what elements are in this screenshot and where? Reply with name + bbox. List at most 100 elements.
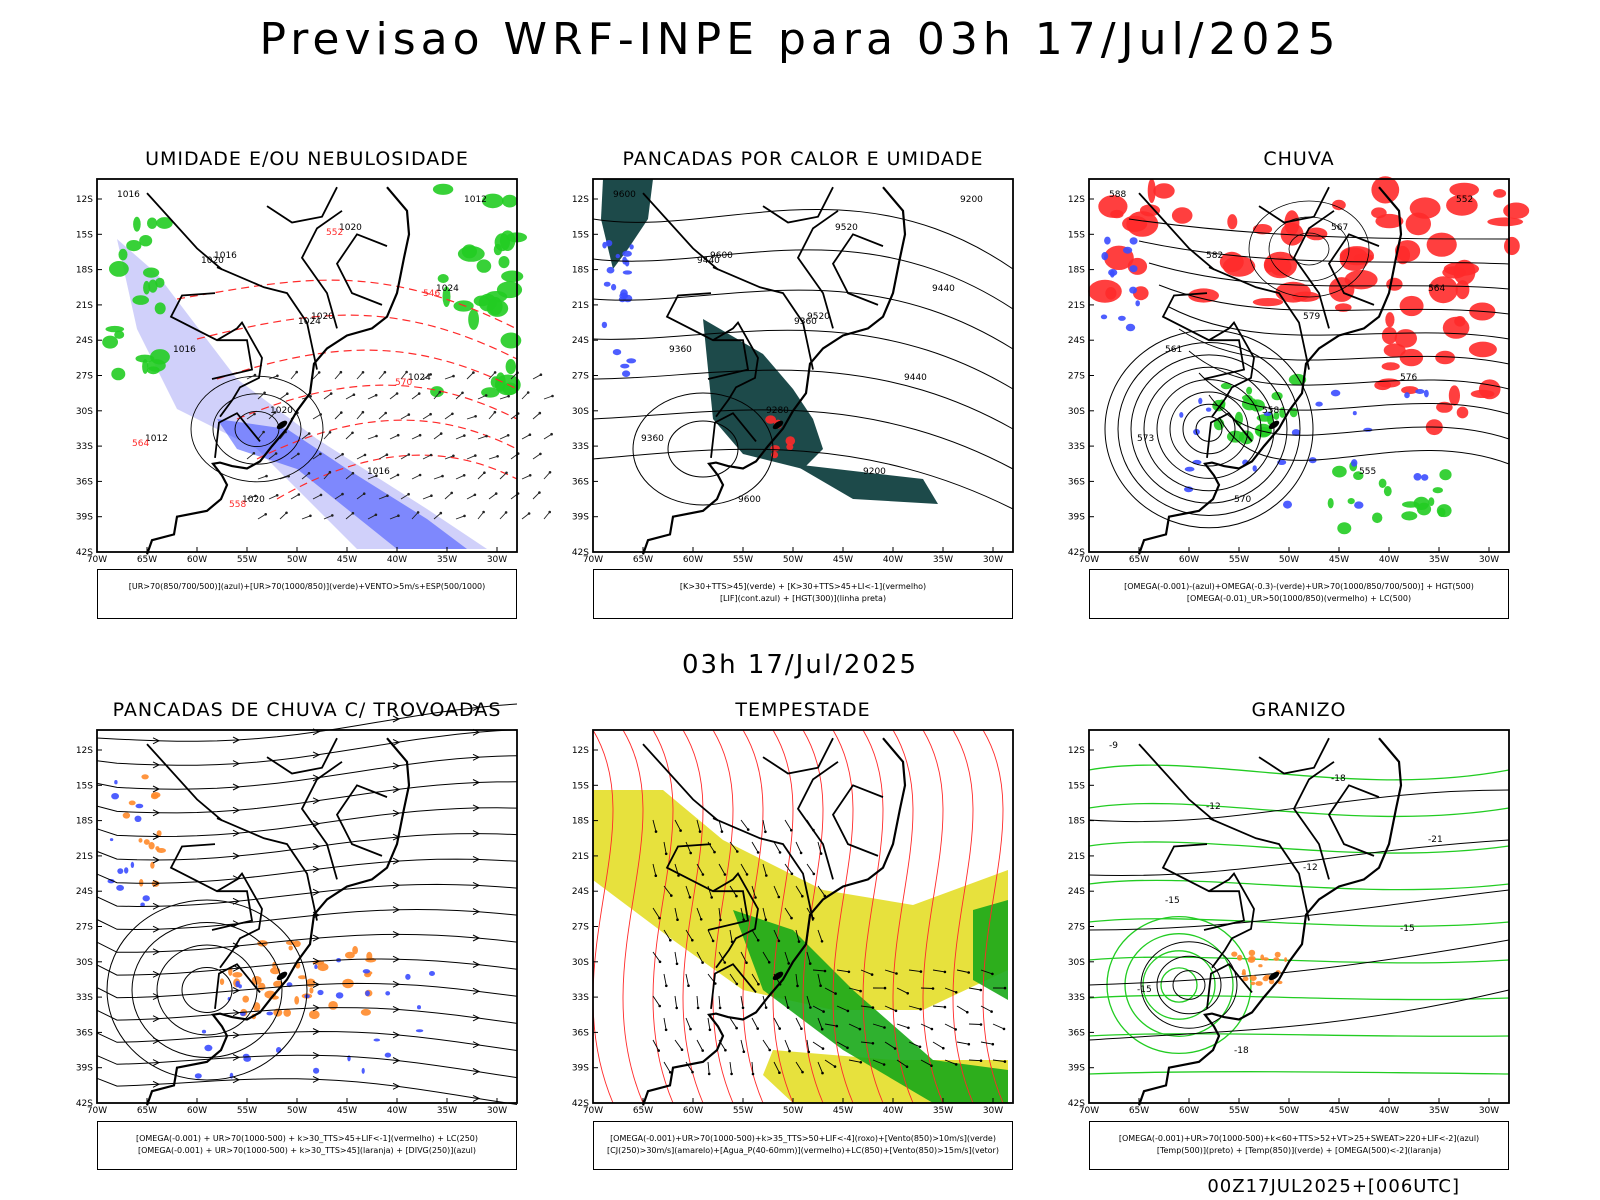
wind-vector-850: [908, 969, 921, 973]
contour-label: 576: [1400, 373, 1417, 383]
wind-vector-850-head: [809, 1006, 812, 1009]
wind-vector-head: [472, 371, 475, 374]
wind-vector-850-head: [701, 961, 704, 964]
omega500-area: [1262, 957, 1269, 961]
lagoon: [276, 420, 288, 430]
temp850-contour: [1142, 950, 1216, 1020]
divergence-area: [266, 1011, 273, 1016]
lon-tick-label: 30W: [983, 1106, 1003, 1116]
wind-vector: [400, 371, 407, 380]
pressure-contour: [190, 375, 324, 483]
low-level-humidity-patch: [500, 332, 522, 349]
divergence-area: [142, 895, 150, 902]
divergence-area: [362, 969, 371, 974]
lon-tick-label: 70W: [1079, 1106, 1099, 1116]
wind-vector: [378, 412, 387, 420]
hgt500-contour: [1156, 379, 1262, 479]
lif-contour-patch: [606, 266, 615, 274]
low-level-humidity-patch: [148, 279, 158, 293]
lat-tick-label: 27S: [76, 923, 93, 933]
hgt500-contour: [1148, 262, 1510, 290]
rain-area: [1371, 176, 1400, 204]
wind-vector-850-head: [742, 918, 745, 921]
wind-vector-850: [751, 973, 759, 985]
weak-omega-area: [1129, 286, 1137, 294]
rain-area: [1504, 236, 1520, 256]
streamline-250hpa: [96, 908, 518, 931]
map-frame: [1088, 729, 1510, 1104]
wind-vector-head: [482, 510, 485, 514]
wind-vector-850: [696, 951, 703, 963]
wind-vector: [290, 371, 298, 380]
wind-vector-850: [812, 1005, 824, 1012]
wind-vector: [400, 493, 409, 500]
wind-vector-850-head: [833, 1065, 837, 1068]
wind-vector: [477, 511, 484, 520]
country-border: [762, 186, 834, 224]
wind-vector-850-head: [764, 1006, 768, 1009]
wind-vector-850-head: [756, 1027, 759, 1030]
convection-area-orange: [232, 972, 243, 978]
lat-tick-label: 42S: [572, 548, 589, 558]
temp500-contour: [1140, 941, 1238, 1029]
contour-label: 1020: [201, 256, 224, 266]
lat-tick-label: 12S: [76, 195, 93, 205]
wind-vector-850: [795, 841, 802, 854]
wind-vector-850-head: [654, 874, 658, 877]
convection-area-orange: [138, 838, 143, 843]
streamline-250hpa: [131, 922, 283, 1058]
wind-vector-850-head: [819, 984, 822, 987]
divergence-area: [114, 780, 118, 785]
streamline-arrowhead: [472, 934, 481, 942]
hgt500-contour: [1188, 350, 1510, 390]
lon-tick-label: 45W: [1329, 555, 1349, 565]
strong-wind-850: [733, 910, 1008, 1103]
lat-tick-label: 30S: [1068, 958, 1085, 968]
convection-area-orange: [270, 967, 281, 975]
low-level-humidity-patch: [132, 295, 149, 305]
wind-vector-850: [751, 841, 759, 853]
lon-tick-label: 65W: [1129, 1106, 1149, 1116]
contour-label: 9200: [960, 195, 983, 205]
wind-vector-850: [872, 1023, 885, 1028]
wind-vector-850-head: [812, 872, 816, 876]
hgt300-contour: [667, 420, 739, 478]
wind-vector-head: [329, 392, 333, 395]
wind-vector: [543, 433, 552, 440]
hgt500-contour: [1288, 232, 1330, 266]
strong-omega-area: [1413, 496, 1430, 510]
rain-area: [1088, 279, 1122, 303]
wind-vector: [422, 495, 432, 500]
divergence-area: [204, 1044, 213, 1052]
wind-vector-head: [352, 393, 356, 396]
wind-vector: [389, 393, 398, 400]
omega500-area: [1274, 951, 1281, 958]
streamline-arrowhead: [392, 1005, 401, 1013]
wind-vector-head: [483, 471, 486, 475]
streamline-arrowhead: [472, 855, 481, 863]
contour-label: 9200: [863, 467, 886, 477]
strong-omega-area: [1401, 511, 1418, 521]
lif-contour-patch: [612, 349, 622, 356]
convection-area-orange: [150, 861, 155, 869]
wind-vector-850: [824, 987, 836, 994]
rain-area: [1435, 350, 1455, 365]
panel-title: PANCADAS DE CHUVA C/ TROVOADAS: [112, 699, 502, 721]
wind-vector-850-head: [777, 939, 781, 943]
wind-vector-850-head: [708, 1028, 712, 1032]
wind-vector-850-head: [918, 1045, 922, 1049]
contour-label: -21: [1428, 835, 1443, 845]
wind-vector-850: [707, 1061, 710, 1074]
streamline-arrowhead: [472, 908, 481, 916]
lon-tick-label: 50W: [1279, 555, 1299, 565]
wind-vector-850: [685, 973, 689, 986]
rain-area: [1264, 258, 1274, 273]
convection-area-orange: [122, 812, 131, 819]
hgt500-contour: [1104, 329, 1314, 529]
streamline-arrowhead: [392, 930, 401, 938]
streamline-arrowhead: [232, 783, 241, 791]
lon-tick-label: 40W: [1379, 1106, 1399, 1116]
wind-vector-850-head: [871, 1006, 875, 1009]
wind-vector: [367, 514, 377, 520]
low-level-humidity-patch: [139, 235, 153, 247]
